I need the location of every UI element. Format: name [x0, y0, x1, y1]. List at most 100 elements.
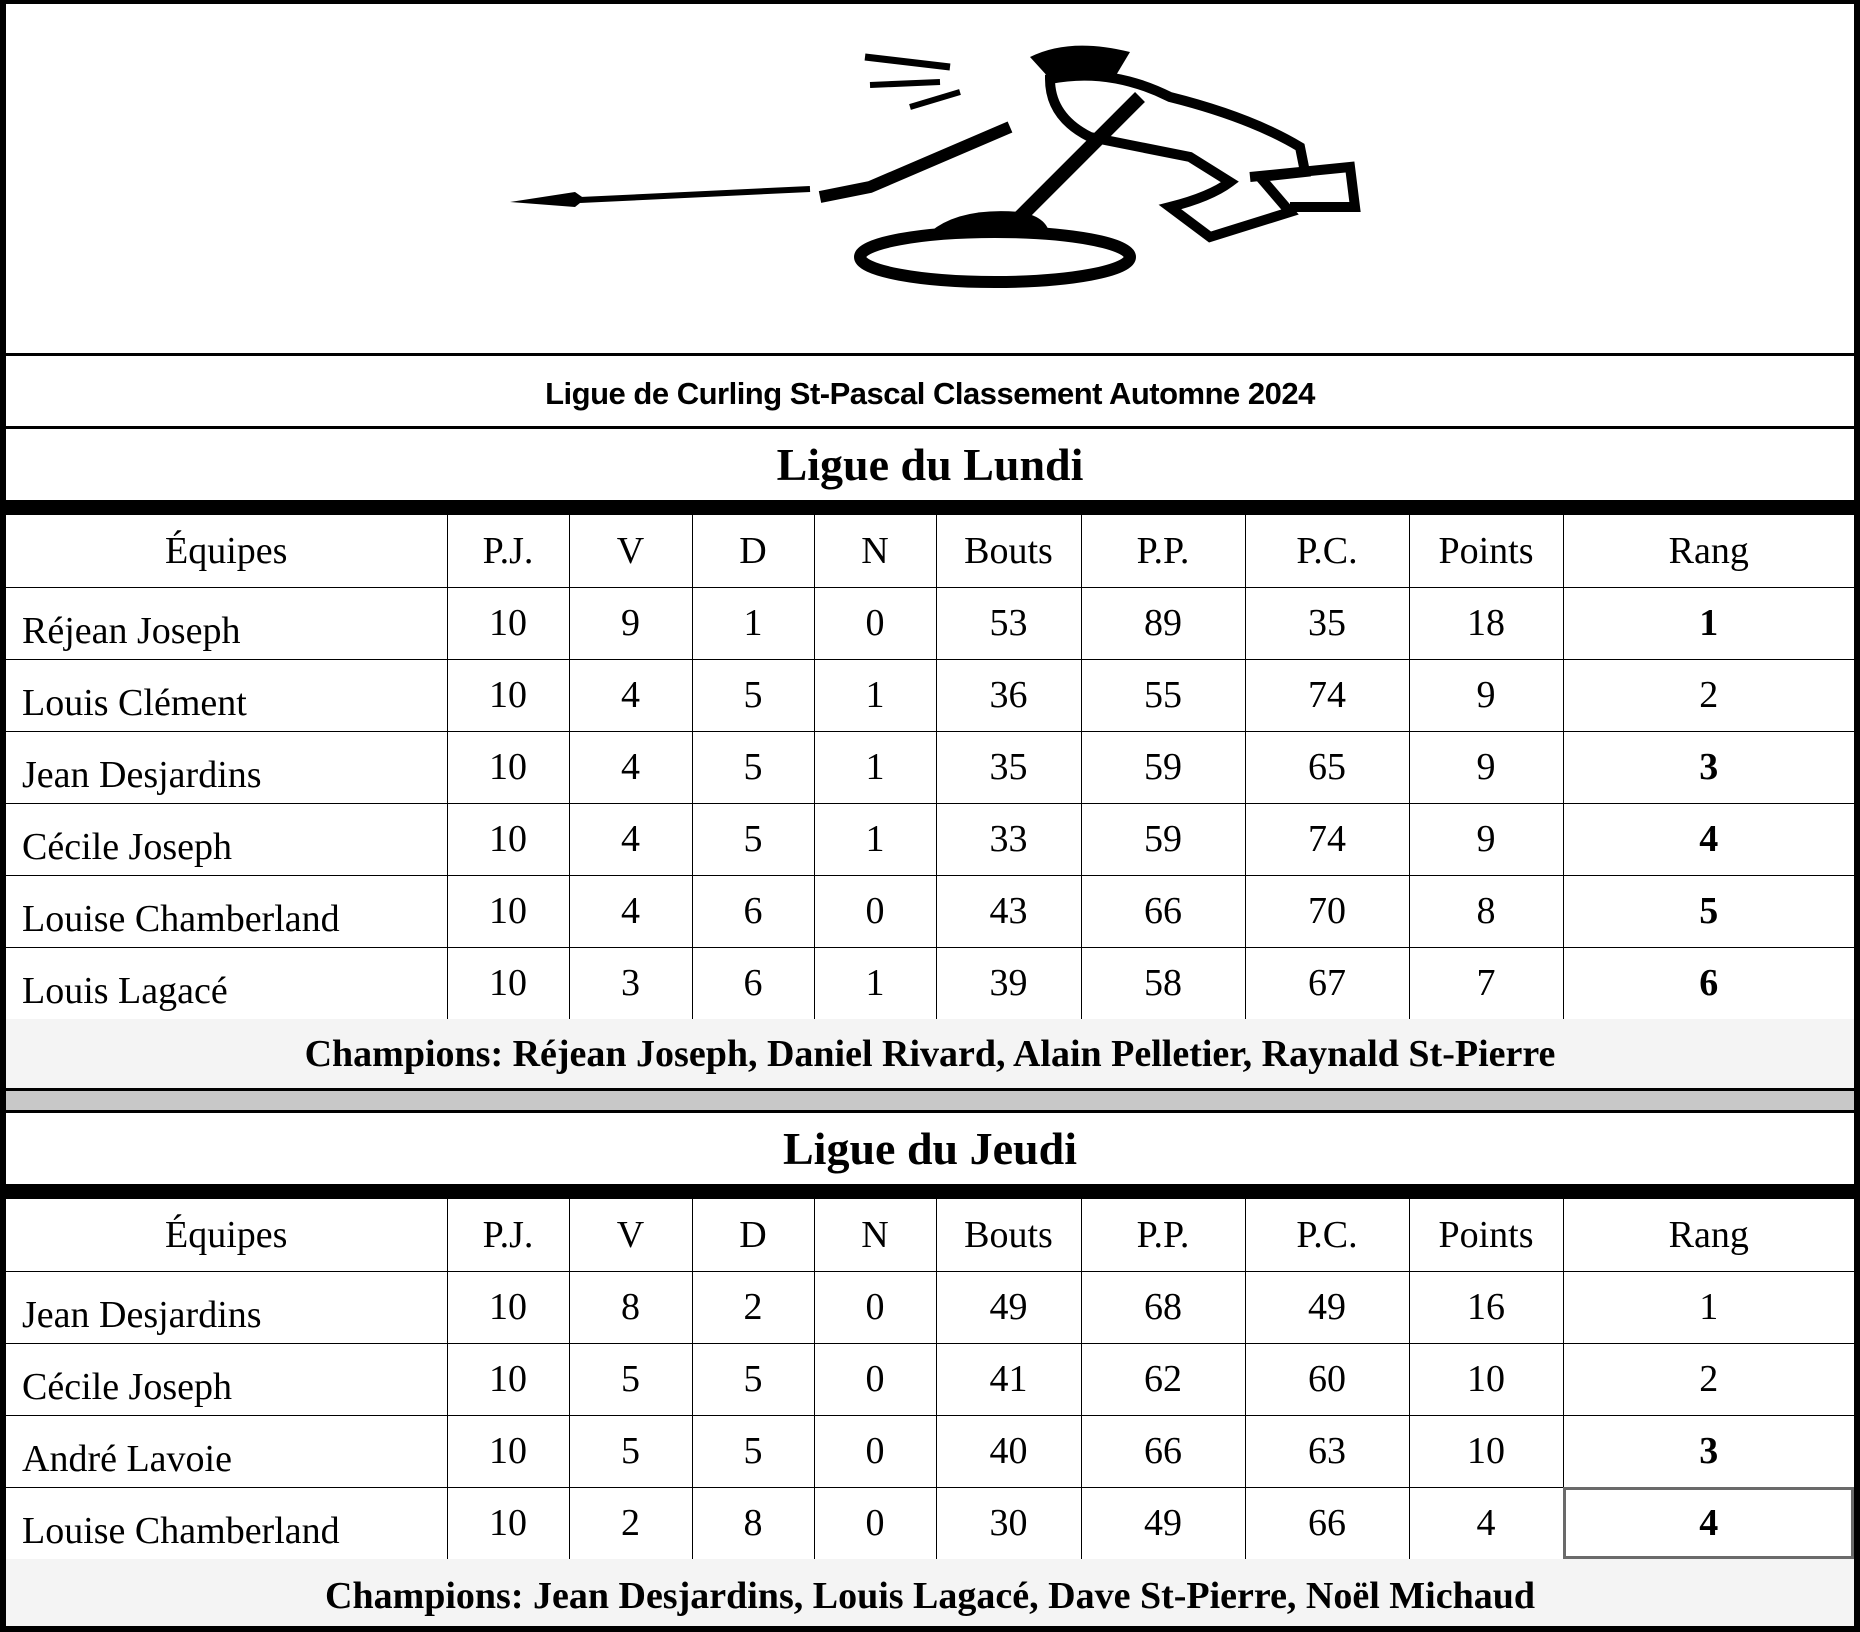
cell-team[interactable]: Cécile Joseph	[6, 802, 448, 876]
column-header-rank: Rang	[1562, 1199, 1854, 1272]
cell-wins[interactable]: 4	[568, 802, 693, 876]
cell-points[interactable]: 10	[1408, 1342, 1564, 1416]
cell-losses[interactable]: 2	[691, 1270, 815, 1344]
table-row: Louise Chamberland 10 4 6 0 43 66 70 8 5	[6, 874, 1854, 948]
cell-points[interactable]: 16	[1408, 1270, 1564, 1344]
cell-wins[interactable]: 2	[568, 1486, 693, 1560]
curler-sweeping-icon	[510, 45, 1361, 288]
standings-table-lundi: Équipes P.J. V D N Bouts P.P. P.C. Points Rang Réj…	[6, 515, 1854, 1020]
cell-games-played[interactable]: 10	[446, 658, 570, 732]
cell-rank[interactable]: 4	[1562, 1486, 1854, 1560]
cell-team[interactable]: Réjean Joseph	[6, 586, 448, 660]
column-header-wins: V	[568, 1199, 693, 1272]
table-row: Réjean Joseph 10 9 1 0 53 89 35 18 1	[6, 586, 1854, 660]
cell-points-against[interactable]: 74	[1244, 802, 1410, 876]
cell-games-played[interactable]: 10	[446, 1270, 570, 1344]
cell-ends[interactable]: 33	[935, 802, 1082, 876]
table-row: Louis Lagacé 10 3 6 1 39 58 67 7 6	[6, 946, 1854, 1020]
cell-ends[interactable]: 35	[935, 730, 1082, 804]
cell-points-for[interactable]: 49	[1080, 1486, 1246, 1560]
page-title: Ligue de Curling St-Pascal Classement Au…	[0, 356, 1860, 429]
cell-team[interactable]: Jean Desjardins	[6, 1270, 448, 1344]
cell-points[interactable]: 7	[1408, 946, 1564, 1020]
cell-rank[interactable]: 3	[1562, 1414, 1854, 1488]
cell-ties[interactable]: 0	[813, 1342, 937, 1416]
column-header-points-against: P.C.	[1244, 515, 1410, 588]
cell-games-played[interactable]: 10	[446, 874, 570, 948]
cell-games-played[interactable]: 10	[446, 802, 570, 876]
cell-points-against[interactable]: 49	[1244, 1270, 1410, 1344]
cell-ties[interactable]: 1	[813, 658, 937, 732]
table-row: Jean Desjardins 10 4 5 1 35 59 65 9 3	[6, 730, 1854, 804]
table-row: André Lavoie 10 5 5 0 40 66 63 10 3	[6, 1414, 1854, 1488]
table-row: Jean Desjardins 10 8 2 0 49 68 49 16 1	[6, 1270, 1854, 1344]
cell-ends[interactable]: 36	[935, 658, 1082, 732]
cell-wins[interactable]: 9	[568, 586, 693, 660]
cell-team[interactable]: Louise Chamberland	[6, 874, 448, 948]
cell-losses[interactable]: 6	[691, 946, 815, 1020]
champions-lundi: Champions: Réjean Joseph, Daniel Rivard,…	[0, 1019, 1860, 1091]
cell-points[interactable]: 10	[1408, 1414, 1564, 1488]
cell-points-against[interactable]: 74	[1244, 658, 1410, 732]
cell-team[interactable]: Cécile Joseph	[6, 1342, 448, 1416]
cell-points[interactable]: 18	[1408, 586, 1564, 660]
cell-points-for[interactable]: 89	[1080, 586, 1246, 660]
cell-ties[interactable]: 0	[813, 586, 937, 660]
divider-bar	[0, 1184, 1860, 1199]
cell-rank[interactable]: 2	[1562, 1342, 1854, 1416]
cell-points-for[interactable]: 58	[1080, 946, 1246, 1020]
cell-rank[interactable]: 4	[1562, 802, 1854, 876]
cell-losses[interactable]: 6	[691, 874, 815, 948]
cell-wins[interactable]: 4	[568, 874, 693, 948]
cell-rank[interactable]: 5	[1562, 874, 1854, 948]
table-row: Cécile Joseph 10 5 5 0 41 62 60 10 2	[6, 1342, 1854, 1416]
cell-losses[interactable]: 8	[691, 1486, 815, 1560]
cell-ends[interactable]: 53	[935, 586, 1082, 660]
cell-ends[interactable]: 39	[935, 946, 1082, 1020]
column-header-ends: Bouts	[935, 515, 1082, 588]
cell-points-for[interactable]: 68	[1080, 1270, 1246, 1344]
cell-points-against[interactable]: 67	[1244, 946, 1410, 1020]
cell-ends[interactable]: 43	[935, 874, 1082, 948]
table-row: Louis Clément 10 4 5 1 36 55 74 9 2	[6, 658, 1854, 732]
cell-ties[interactable]: 0	[813, 1414, 937, 1488]
cell-rank[interactable]: 6	[1562, 946, 1854, 1020]
cell-wins[interactable]: 3	[568, 946, 693, 1020]
cell-points-for[interactable]: 59	[1080, 730, 1246, 804]
cell-points-against[interactable]: 60	[1244, 1342, 1410, 1416]
cell-rank[interactable]: 1	[1562, 1270, 1854, 1344]
cell-ties[interactable]: 0	[813, 874, 937, 948]
column-header-points: Points	[1408, 1199, 1564, 1272]
cell-points-against[interactable]: 66	[1244, 1486, 1410, 1560]
cell-rank[interactable]: 3	[1562, 730, 1854, 804]
champions-jeudi: Champions: Jean Desjardins, Louis Lagacé…	[0, 1559, 1860, 1632]
cell-losses[interactable]: 5	[691, 1414, 815, 1488]
cell-team[interactable]: André Lavoie	[6, 1414, 448, 1488]
cell-ends[interactable]: 40	[935, 1414, 1082, 1488]
column-header-losses: D	[691, 515, 815, 588]
cell-wins[interactable]: 4	[568, 730, 693, 804]
cell-games-played[interactable]: 10	[446, 1486, 570, 1560]
cell-ends[interactable]: 41	[935, 1342, 1082, 1416]
column-header-wins: V	[568, 515, 693, 588]
cell-points-for[interactable]: 59	[1080, 802, 1246, 876]
table-row: Louise Chamberland 10 2 8 0 30 49 66 4 4	[6, 1486, 1854, 1560]
cell-points-against[interactable]: 35	[1244, 586, 1410, 660]
cell-games-played[interactable]: 10	[446, 1342, 570, 1416]
cell-games-played[interactable]: 10	[446, 586, 570, 660]
cell-points-against[interactable]: 63	[1244, 1414, 1410, 1488]
table-row: Cécile Joseph 10 4 5 1 33 59 74 9 4	[6, 802, 1854, 876]
cell-ties[interactable]: 1	[813, 730, 937, 804]
cell-losses[interactable]: 1	[691, 586, 815, 660]
cell-team[interactable]: Louis Clément	[6, 658, 448, 732]
cell-wins[interactable]: 5	[568, 1414, 693, 1488]
column-header-ties: N	[813, 1199, 937, 1272]
cell-games-played[interactable]: 10	[446, 1414, 570, 1488]
cell-ties[interactable]: 0	[813, 1270, 937, 1344]
cell-points-for[interactable]: 66	[1080, 874, 1246, 948]
column-header-rank: Rang	[1562, 515, 1854, 588]
cell-ties[interactable]: 1	[813, 946, 937, 1020]
cell-team[interactable]: Louise Chamberland	[6, 1486, 448, 1560]
cell-team[interactable]: Louis Lagacé	[6, 946, 448, 1020]
cell-ends[interactable]: 30	[935, 1486, 1082, 1560]
